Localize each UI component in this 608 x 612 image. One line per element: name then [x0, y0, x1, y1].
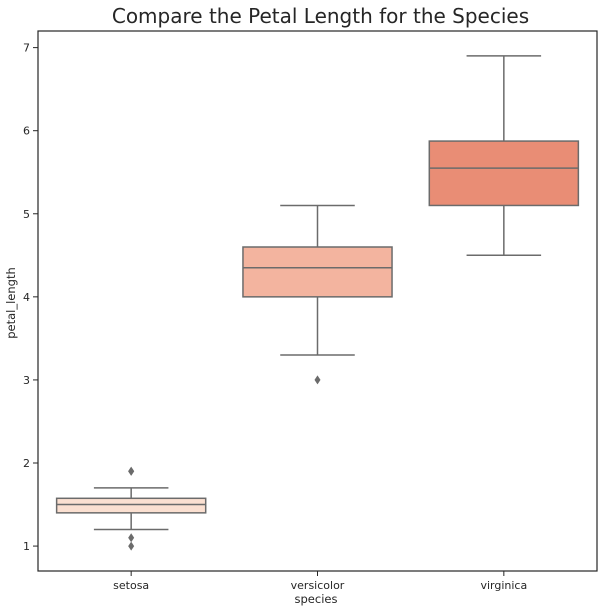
y-tick-label-1: 1: [23, 540, 30, 553]
x-tick-label-setosa: setosa: [113, 579, 149, 592]
box-versicolor: [242, 246, 393, 298]
box-virginica: [428, 140, 580, 207]
box-setosa: [55, 497, 207, 514]
outlier-setosa-0: [128, 541, 135, 551]
outlier-setosa-1: [128, 533, 135, 543]
x-axis-label: species: [295, 592, 338, 606]
y-tick-label-6: 6: [23, 125, 30, 138]
x-tick-label-virginica: virginica: [480, 579, 527, 592]
outlier-versicolor-0: [314, 375, 321, 385]
outlier-setosa-3: [128, 466, 135, 476]
chart-title: Compare the Petal Length for the Species: [112, 4, 529, 28]
y-tick-label-2: 2: [23, 457, 30, 470]
y-tick-label-3: 3: [23, 374, 30, 387]
x-tick-label-versicolor: versicolor: [291, 579, 345, 592]
plot-area: 1 2 3 4 5 6 7 setosa versicolor virginica: [23, 30, 598, 592]
y-tick-label-4: 4: [23, 291, 30, 304]
y-tick-label-5: 5: [23, 208, 30, 221]
y-axis-label: petal_length: [4, 267, 18, 339]
y-tick-label-7: 7: [23, 42, 30, 55]
